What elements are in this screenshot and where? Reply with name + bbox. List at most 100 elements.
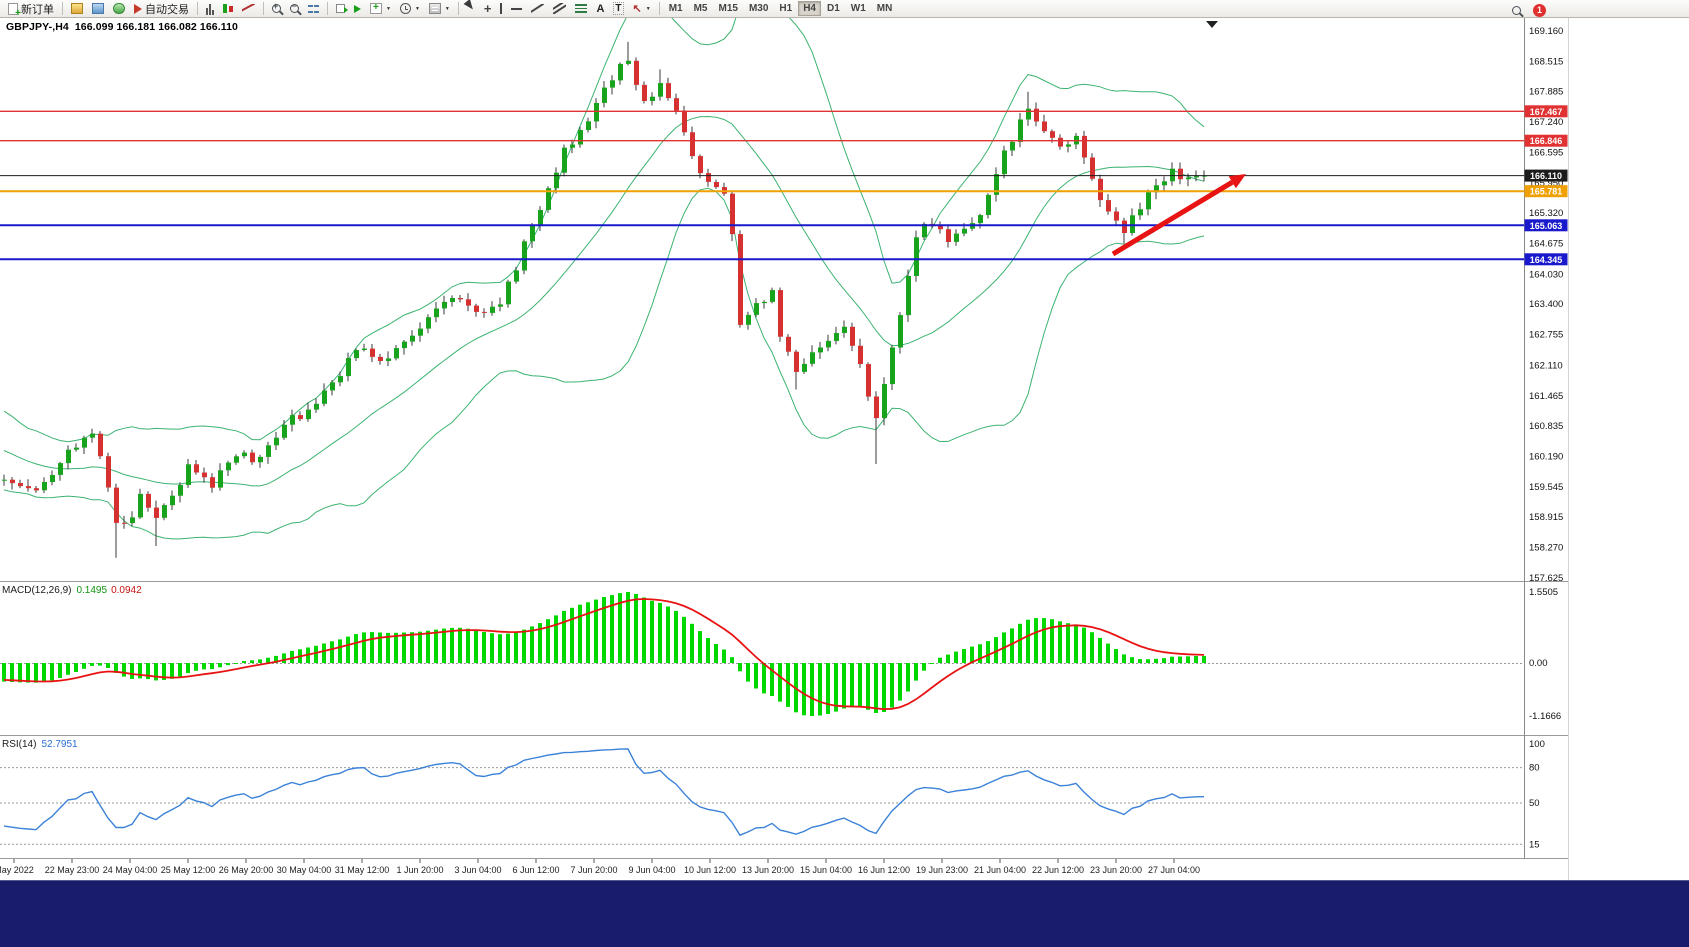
macd-histogram-bar [802,663,806,716]
timeframe-m30[interactable]: M30 [748,3,769,14]
macd-histogram-bar [114,663,118,673]
new-order-button[interactable]: 新订单 [4,1,58,19]
search-button[interactable] [1508,2,1525,18]
candle [530,225,535,242]
time-axis-label: 7 Jun 20:00 [570,865,617,875]
candlestick-chart-button[interactable] [219,1,237,17]
indicators-button[interactable] [366,1,395,17]
macd-histogram-bar [194,663,198,671]
new-order-label: 新订单 [21,3,54,16]
navigator-button[interactable] [109,1,129,17]
candle [90,433,95,438]
tile-windows-button[interactable] [304,1,323,17]
candle [954,233,959,242]
macd-histogram-bar [90,663,94,666]
fibonacci-tool-button[interactable] [571,1,591,17]
new-order-icon [8,2,21,19]
chart-shift-button[interactable] [350,1,365,17]
trendline-tool-button[interactable] [527,1,548,17]
price-axis-label: 165.950 [1529,178,1563,189]
timeframe-m15[interactable]: M15 [718,3,738,14]
label-tool-icon [613,2,623,15]
macd-histogram-bar [522,629,526,663]
macd-histogram-bar [890,663,894,708]
horizontal-line-tool-button[interactable] [507,1,526,17]
market-watch-button[interactable] [67,1,87,17]
candle [682,110,687,133]
channel-tool-button[interactable] [549,1,570,17]
timeframe-m5[interactable]: M5 [693,3,708,14]
macd-indicator-panel[interactable] [0,592,1524,716]
channel-icon [553,3,566,14]
candle [282,424,287,438]
auto-scroll-button[interactable] [332,1,349,17]
candle [1034,108,1039,122]
macd-histogram-bar [314,645,318,663]
candle [218,470,223,488]
chart-canvas[interactable]: 169.160 168.515 167.885 167.240 166.595 165.9… [0,18,1568,880]
candle [386,358,391,361]
periods-button[interactable] [396,1,424,17]
macd-histogram-bar [858,663,862,708]
notification-badge[interactable]: 1 [1533,3,1546,17]
time-axis-label: 23 Jun 20:00 [1090,865,1142,875]
templates-button[interactable] [425,1,454,17]
zoom-in-button[interactable] [268,1,285,17]
macd-histogram-bar [906,663,910,692]
label-tool-button[interactable] [609,1,627,17]
macd-panel-label: MACD(12,26,9) 0.1495 0.0942 [2,585,142,596]
timeframe-h4[interactable]: H4 [798,1,821,16]
main-price-panel[interactable] [0,18,1524,558]
macd-histogram-bar [658,602,662,663]
candle [1026,108,1031,120]
zoom-out-button[interactable] [286,1,303,17]
time-axis-label: 1 Jun 20:00 [396,865,443,875]
macd-histogram-bar [850,663,854,708]
autotrading-button[interactable]: 自动交易 [130,1,193,17]
time-axis-label: 16 Jun 12:00 [858,865,910,875]
price-tag [1524,253,1568,266]
macd-histogram-bar [938,657,942,663]
cursor-tool-button[interactable] [463,0,479,17]
macd-histogram-bar [370,632,374,663]
trend-arrow-line[interactable] [1111,180,1234,257]
candle [130,517,135,524]
candle [362,348,367,350]
candle [1170,168,1175,182]
candle [106,456,111,488]
main-toolbar: 新订单 自动交易 M1 M5 M15 M30 H1 H4 D1 W1 MN 1 [0,0,1689,19]
timeframe-h1[interactable]: H1 [779,3,793,14]
macd-histogram-bar [1114,649,1118,663]
vertical-line-tool-button[interactable] [496,1,506,17]
bar-chart-button[interactable] [202,1,218,17]
candle [610,80,615,88]
candle [650,96,655,101]
data-window-button[interactable] [88,1,108,17]
timeframe-mn[interactable]: MN [876,3,893,14]
crosshair-tool-button[interactable] [480,1,496,17]
candle [226,462,231,471]
timeframe-w1[interactable]: W1 [850,3,866,14]
macd-histogram-bar [490,633,494,663]
arrows-tool-button[interactable] [629,1,655,17]
macd-histogram-bar [234,663,238,664]
macd-histogram-bar [18,663,22,683]
candle [666,83,671,99]
timeframe-m1[interactable]: M1 [668,3,683,14]
price-axis-label: 160.835 [1529,421,1563,432]
chart-shift-marker[interactable] [1206,21,1218,28]
candle [506,281,511,305]
macd-histogram-bar [1050,619,1054,663]
candle [866,364,871,397]
macd-histogram-bar [1106,643,1110,663]
candle [850,326,855,346]
text-tool-button[interactable] [592,1,608,17]
timeframe-d1[interactable]: D1 [827,3,840,14]
line-chart-button[interactable] [238,1,259,17]
rsi-indicator-panel[interactable] [0,748,1524,845]
macd-histogram-bar [706,638,710,663]
text-tool-icon [596,3,604,15]
candle [986,194,991,215]
time-axis-label: 24 May 04:00 [103,865,158,875]
